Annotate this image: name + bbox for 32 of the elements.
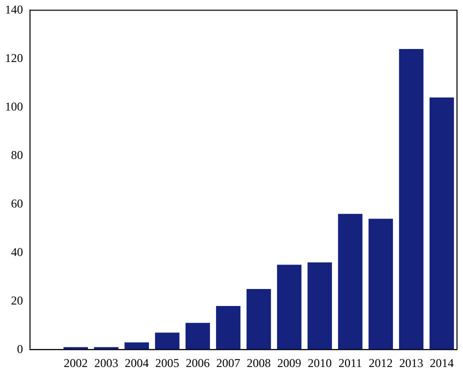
x-tick-label: 2004 <box>124 356 149 370</box>
y-tick-label: 120 <box>5 50 23 65</box>
bar <box>308 262 332 350</box>
bar <box>338 214 362 350</box>
y-tick-label: 20 <box>11 293 23 308</box>
y-tick-label: 100 <box>5 99 23 114</box>
x-tick-label: 2008 <box>246 356 271 370</box>
x-tick-label: 2012 <box>368 356 393 370</box>
bar <box>155 332 180 350</box>
x-tick-label: 2003 <box>94 356 118 370</box>
x-tick-label: 2011 <box>338 356 362 370</box>
bar <box>246 288 271 350</box>
x-tick-label: 2009 <box>277 356 302 370</box>
y-tick-label: 80 <box>11 148 23 162</box>
bar <box>124 342 149 350</box>
x-tick-label: 2007 <box>216 356 240 370</box>
bar <box>430 97 454 350</box>
bar <box>368 218 393 350</box>
x-tick-label: 2013 <box>399 356 424 370</box>
bar <box>186 322 210 350</box>
x-tick-label: 2010 <box>308 356 332 370</box>
bar <box>216 306 240 350</box>
x-tick-label: 2002 <box>64 356 88 370</box>
y-tick-label: 0 <box>17 342 23 356</box>
x-tick-label: 2005 <box>155 356 180 370</box>
bar <box>399 48 424 350</box>
x-tick-label: 2006 <box>186 356 210 370</box>
y-tick-label: 60 <box>11 196 23 210</box>
y-tick-label: 40 <box>11 244 23 259</box>
x-tick-label: 2014 <box>430 356 454 370</box>
bar <box>277 264 302 350</box>
y-tick-label: 140 <box>5 2 23 16</box>
